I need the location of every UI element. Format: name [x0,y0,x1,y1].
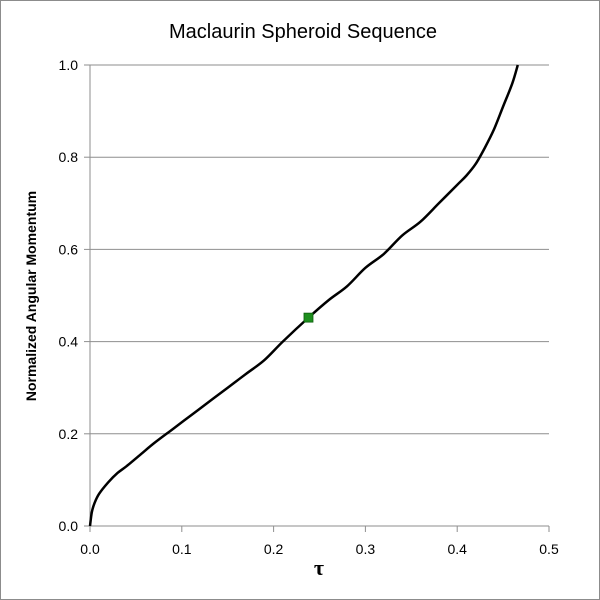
x-tick-labels: 0.0 0.1 0.2 0.3 0.4 0.5 [80,541,559,557]
y-tick-label: 0.6 [59,241,79,257]
x-tick-label: 0.5 [539,541,559,557]
series-line [88,64,519,527]
x-tick-label: 0.1 [172,541,192,557]
y-axis-label: Normalized Angular Momentum [23,191,39,401]
y-tick-labels: 0.0 0.2 0.4 0.6 0.8 1.0 [59,57,79,534]
y-tick-label: 0.2 [59,426,79,442]
y-tick-label: 0.0 [59,518,79,534]
x-tick-label: 0.3 [356,541,376,557]
series-layer [88,64,519,527]
chart-title: Maclaurin Spheroid Sequence [169,21,437,43]
x-axis-label: τ [314,555,324,580]
y-tick-label: 0.8 [59,149,79,165]
x-tick-label: 0.2 [264,541,284,557]
x-tick-label: 0.4 [447,541,467,557]
y-tick-label: 1.0 [59,57,79,73]
y-tick-label: 0.4 [59,334,79,350]
markers-layer [303,312,314,323]
data-marker [303,312,314,323]
gridlines [90,64,549,435]
x-tick-label: 0.0 [80,541,100,557]
axes [84,64,550,532]
